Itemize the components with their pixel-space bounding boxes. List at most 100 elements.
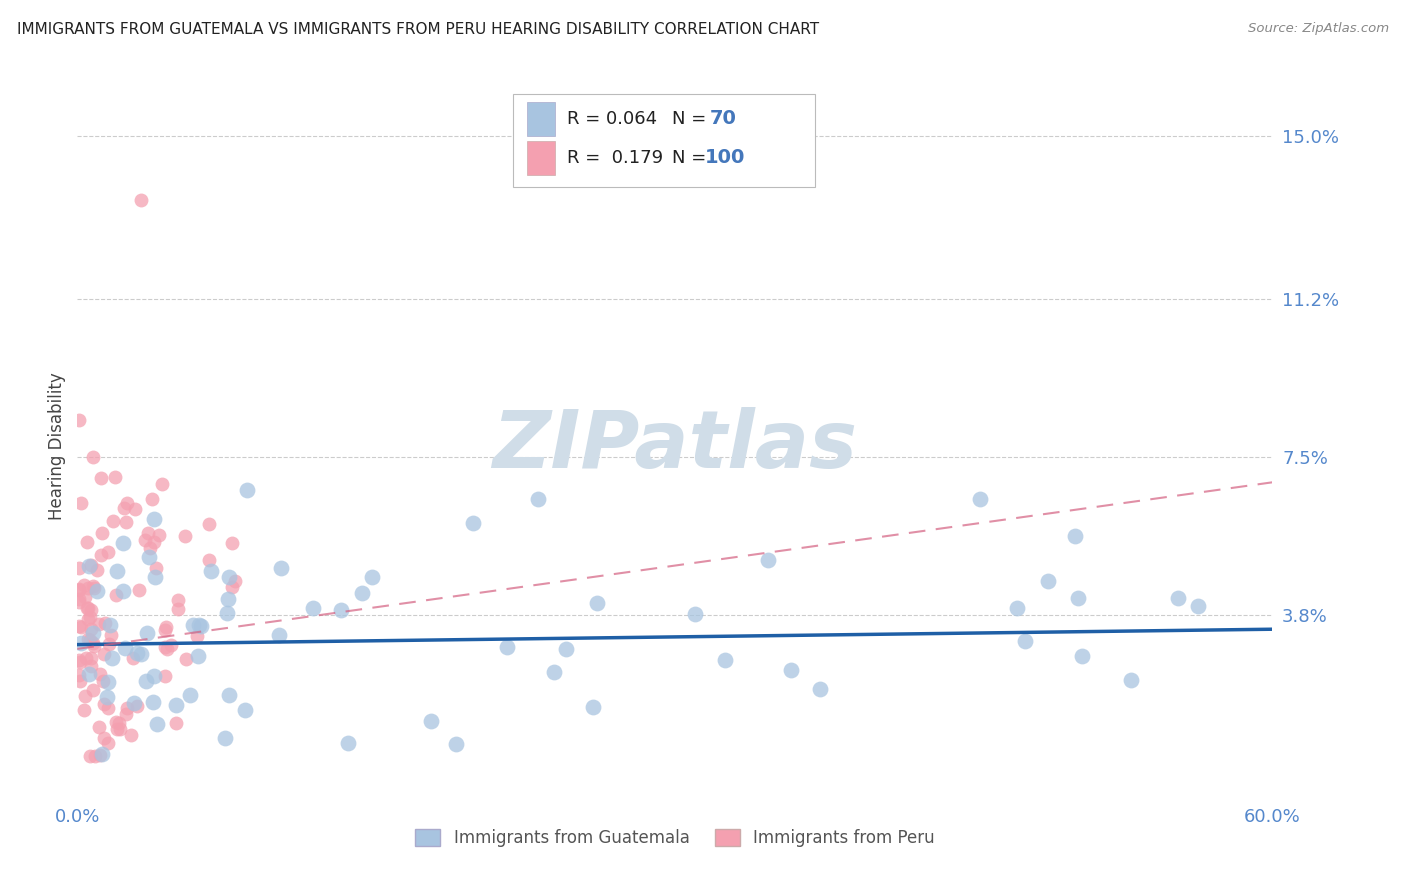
Point [153, 623, 176, 637]
Point [145, 561, 167, 575]
Point [89, 748, 111, 763]
Point [1067, 591, 1090, 605]
Point [153, 640, 176, 654]
Point [77, 667, 100, 681]
Point [136, 626, 159, 640]
Point [683, 607, 706, 621]
Point [125, 699, 148, 714]
Point [136, 525, 159, 540]
Point [90, 548, 112, 562]
Point [93, 647, 115, 661]
Point [79, 559, 101, 574]
Point [75, 650, 97, 665]
Point [444, 738, 467, 752]
Point [142, 512, 165, 526]
Point [80, 658, 103, 673]
Point [217, 607, 239, 621]
Point [190, 618, 212, 632]
Point [76, 535, 98, 549]
Point [128, 583, 150, 598]
Point [83, 639, 105, 653]
Point [122, 651, 145, 665]
Text: R =  0.179: R = 0.179 [567, 149, 662, 167]
Point [713, 653, 735, 667]
Point [167, 593, 190, 607]
Point [69, 655, 91, 669]
Point [70, 496, 93, 510]
Legend: Immigrants from Guatemala, Immigrants from Peru: Immigrants from Guatemala, Immigrants fr… [409, 822, 941, 854]
Point [200, 564, 222, 578]
Point [337, 736, 360, 750]
Point [756, 552, 779, 566]
Point [94, 615, 117, 630]
Point [236, 483, 259, 497]
Point [101, 651, 124, 665]
Point [96, 690, 118, 704]
Point [73, 578, 96, 592]
Point [67, 591, 90, 606]
Point [143, 669, 166, 683]
Point [67, 652, 90, 666]
Point [73, 703, 96, 717]
Point [224, 574, 246, 589]
Point [1038, 574, 1060, 588]
Point [76, 632, 98, 646]
Point [114, 641, 136, 656]
Point [780, 664, 803, 678]
Point [90, 471, 112, 485]
Text: IMMIGRANTS FROM GUATEMALA VS IMMIGRANTS FROM PERU HEARING DISABILITY CORRELATION: IMMIGRANTS FROM GUATEMALA VS IMMIGRANTS … [17, 22, 820, 37]
Point [129, 647, 152, 661]
Point [143, 534, 166, 549]
Point [543, 665, 565, 679]
Point [67, 619, 90, 633]
Point [302, 600, 325, 615]
Point [80, 603, 103, 617]
Point [69, 673, 91, 688]
Point [82, 578, 104, 592]
Point [1005, 601, 1028, 615]
Point [155, 669, 177, 683]
Point [70, 636, 93, 650]
Point [129, 194, 152, 208]
Point [104, 588, 127, 602]
Text: 100: 100 [704, 148, 745, 168]
Point [270, 561, 292, 575]
Point [82, 626, 104, 640]
Point [86, 562, 108, 576]
Point [1071, 648, 1094, 663]
Point [127, 646, 149, 660]
Point [105, 564, 128, 578]
Point [108, 716, 131, 731]
Point [1187, 599, 1209, 614]
Point [115, 706, 138, 721]
Point [555, 642, 578, 657]
Point [103, 514, 124, 528]
Text: N =: N = [672, 110, 706, 128]
Point [112, 501, 135, 516]
Point [91, 747, 114, 761]
Point [89, 720, 111, 734]
Point [122, 696, 145, 710]
Point [1014, 633, 1036, 648]
Point [179, 688, 201, 702]
Point [1167, 591, 1189, 605]
Point [111, 536, 134, 550]
Point [77, 601, 100, 615]
Point [188, 617, 211, 632]
Point [82, 636, 104, 650]
Point [76, 600, 98, 615]
Point [111, 583, 134, 598]
Point [156, 642, 179, 657]
Point [89, 667, 111, 681]
Point [77, 612, 100, 626]
Point [97, 675, 120, 690]
Point [581, 699, 603, 714]
Point [221, 535, 243, 549]
Point [135, 674, 157, 689]
Text: Source: ZipAtlas.com: Source: ZipAtlas.com [1249, 22, 1389, 36]
Point [79, 609, 101, 624]
Point [83, 581, 105, 595]
Point [496, 640, 519, 654]
Point [87, 616, 110, 631]
Point [67, 561, 90, 575]
